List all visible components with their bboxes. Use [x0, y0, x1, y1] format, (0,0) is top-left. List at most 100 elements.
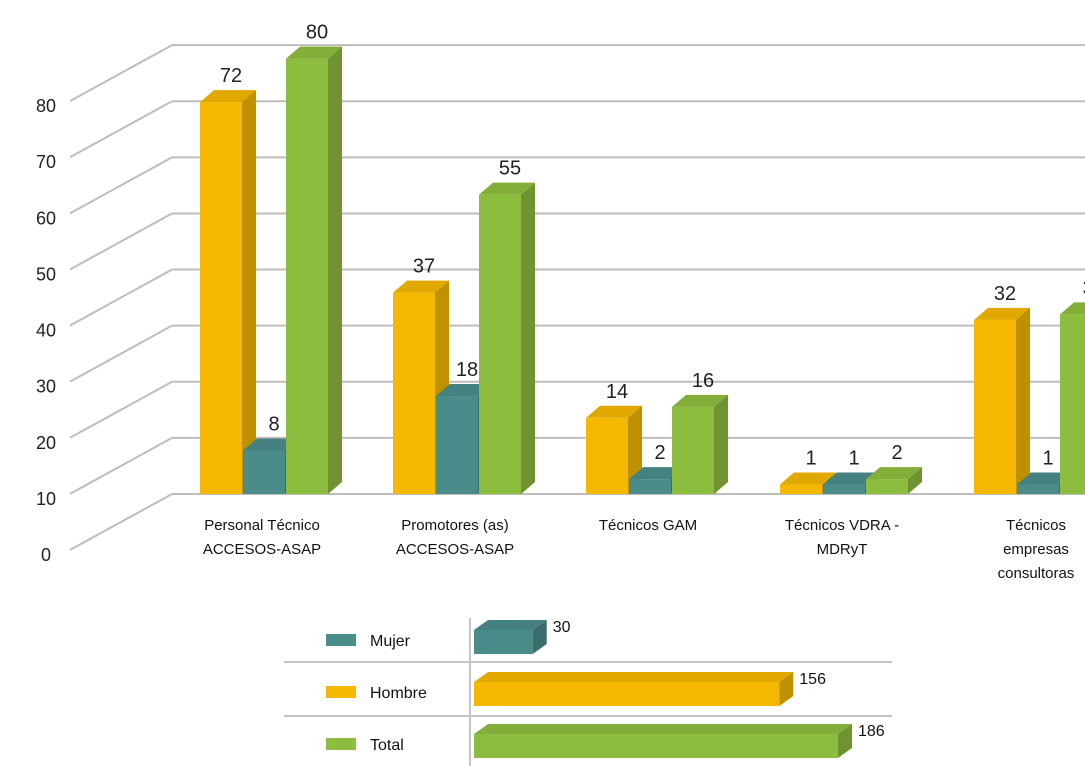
bar-mujer: [243, 438, 299, 494]
data-label: 8: [268, 413, 279, 435]
bar-front: [436, 396, 478, 494]
gridline-diagonal: [69, 493, 173, 551]
summary-value-label: 186: [858, 723, 885, 740]
bar-front: [286, 58, 328, 494]
gridline-diagonal: [69, 100, 173, 159]
y-tick-label: 40: [36, 321, 56, 341]
bars: 72 37 14 1 32 8 18 2 1 1 80 55 16 2 3:: [200, 22, 1085, 495]
y-tick-label: 80: [36, 96, 56, 116]
bar-top: [479, 182, 535, 195]
y-tick-label: 30: [36, 377, 56, 397]
data-label: 3:: [1083, 277, 1085, 299]
data-label: 80: [306, 22, 328, 44]
bar-top: [393, 280, 449, 293]
category-label: consultoras: [998, 565, 1075, 582]
gridline-diagonal: [69, 156, 173, 215]
summary-bar-side: [532, 620, 547, 654]
bar-top: [823, 472, 879, 485]
data-label: 2: [654, 442, 665, 464]
bar-top: [1060, 302, 1085, 315]
legend-label: Total: [370, 737, 404, 754]
category-label: Promotores (as): [401, 517, 509, 534]
data-label: 72: [220, 65, 242, 87]
data-label: 2: [891, 442, 902, 464]
bar-front: [1060, 314, 1085, 494]
data-label: 18: [456, 359, 478, 381]
summary-bar-front: [474, 734, 838, 758]
y-axis-ticks: 0 10 20 30 40 50 60 70 80: [36, 96, 56, 565]
category-label: Personal Técnico: [204, 517, 320, 534]
legend-swatch: [326, 738, 356, 750]
summary-value-label: 30: [553, 619, 571, 636]
bar-top: [672, 394, 728, 407]
summary-bar-total: [474, 724, 852, 758]
summary-bar-top: [474, 620, 547, 630]
summary-bar-hombre: [474, 672, 794, 706]
legend-swatch: [326, 686, 356, 698]
bar-top: [866, 467, 922, 480]
bar-front: [823, 484, 865, 494]
bar-top: [243, 438, 299, 451]
category-label: ACCESOS-ASAP: [396, 541, 514, 558]
legend-label: Hombre: [370, 685, 427, 702]
bar-total: [479, 182, 535, 495]
summary-bar-front: [474, 630, 533, 654]
bar-top: [586, 405, 642, 418]
bar-hombre: [393, 280, 449, 494]
category-label: ACCESOS-ASAP: [203, 541, 321, 558]
bar-front: [866, 479, 908, 494]
data-label: 55: [499, 158, 521, 180]
summary-bar-side: [838, 724, 852, 758]
summary-bar-mujer: [474, 620, 547, 654]
summary-bar-side: [779, 672, 794, 706]
category-label: Técnicos VDRA -: [785, 517, 899, 534]
bar-front: [243, 450, 285, 494]
bar-front: [672, 406, 714, 494]
bar-top: [974, 307, 1030, 320]
data-label: 1: [1042, 448, 1053, 470]
legend-swatch: [326, 634, 356, 646]
bar-side: [714, 394, 728, 494]
category-labels: Personal Técnico ACCESOS-ASAP Promotores (…: [203, 517, 1075, 582]
gridline-diagonal: [69, 324, 173, 383]
bar-top: [436, 384, 492, 397]
summary-bar-front: [474, 682, 780, 706]
bar-top: [629, 467, 685, 480]
summary-bar-top: [474, 672, 794, 682]
bar-side: [1016, 307, 1030, 494]
bar-side: [908, 467, 922, 494]
bar-side: [521, 182, 535, 495]
data-label: 37: [413, 256, 435, 278]
y-tick-label: 70: [36, 152, 56, 172]
bar-hombre: [974, 307, 1030, 494]
bar-front: [479, 194, 521, 495]
bar-front: [1017, 484, 1059, 494]
bar-top: [1017, 472, 1073, 485]
y-tick-label: 60: [36, 208, 56, 228]
bar-total: [1060, 302, 1085, 494]
data-label: 14: [606, 381, 628, 403]
data-label: 16: [692, 370, 714, 392]
summary-bar-top: [474, 724, 852, 734]
bar-total: [286, 46, 342, 494]
y-tick-label: 50: [36, 264, 56, 284]
y-tick-label: 20: [36, 433, 56, 453]
data-label: 1: [848, 448, 859, 470]
gridline-diagonal: [69, 212, 173, 271]
gridline-diagonal: [69, 44, 173, 102]
category-label: Técnicos: [1006, 517, 1066, 534]
bar-total: [866, 467, 922, 494]
bar-top: [286, 46, 342, 59]
gridline-diagonal: [69, 380, 173, 439]
category-label: MDRyT: [817, 541, 868, 558]
bar-total: [672, 394, 728, 494]
data-label: 32: [994, 283, 1016, 305]
bar-front: [780, 484, 822, 494]
category-label: empresas: [1003, 541, 1069, 558]
bar-side: [328, 46, 342, 494]
bar-side: [242, 90, 256, 495]
category-label: Técnicos GAM: [599, 517, 697, 534]
bar-front: [974, 319, 1016, 494]
bar-front: [393, 292, 435, 494]
